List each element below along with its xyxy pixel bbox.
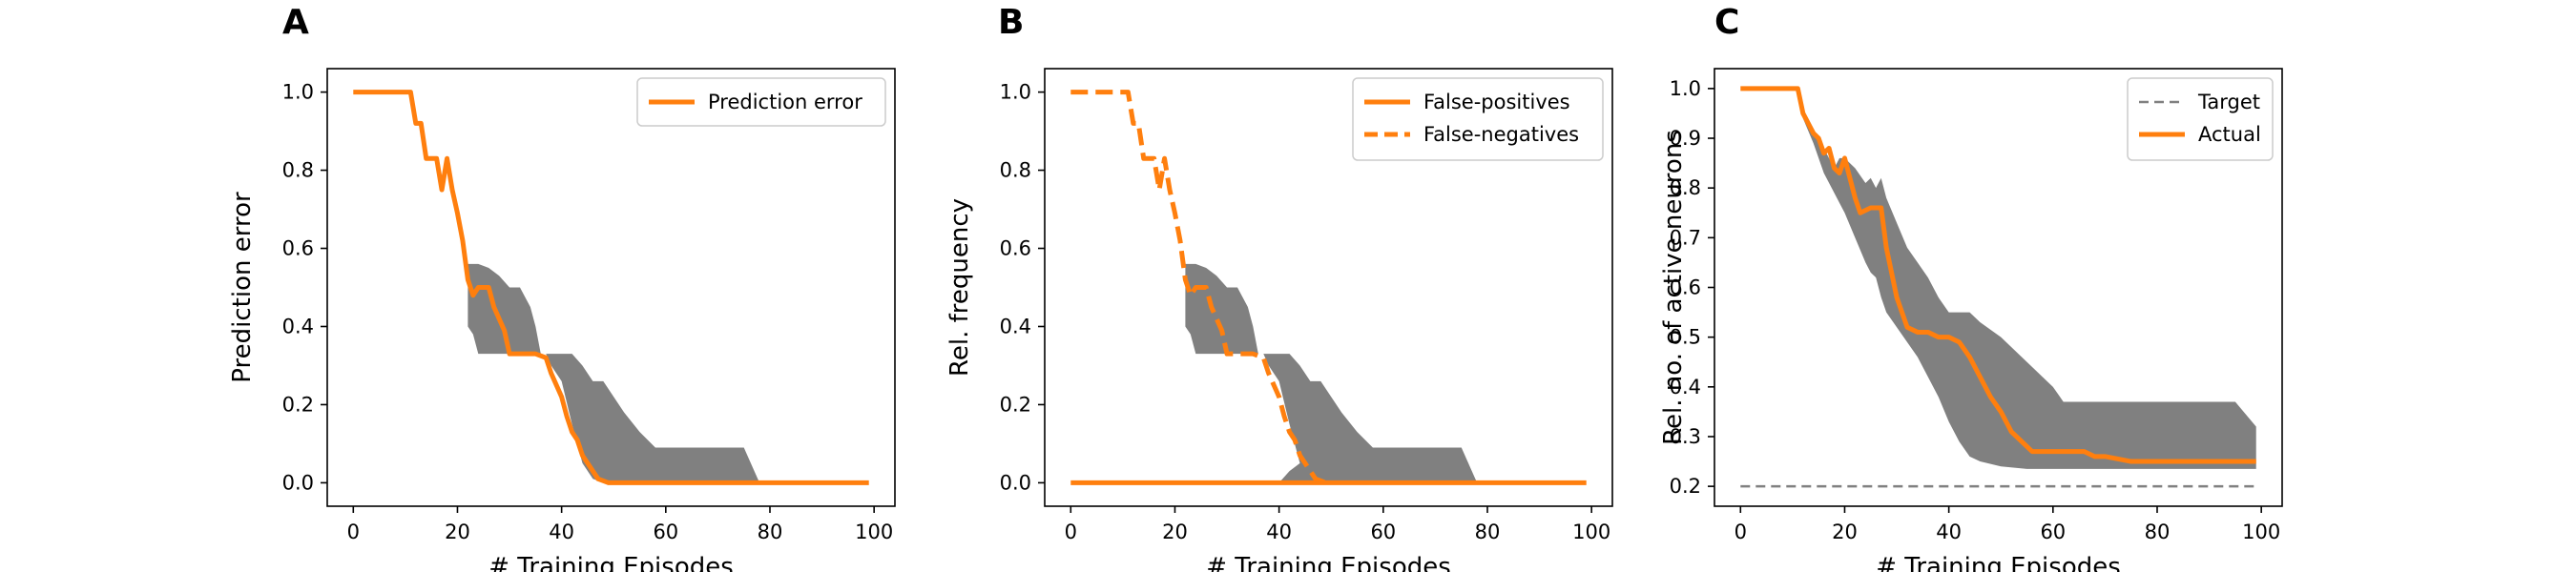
y-tick-label: 0.0 bbox=[282, 471, 314, 494]
legend-box bbox=[1352, 77, 1604, 161]
legend: Prediction error bbox=[636, 77, 886, 127]
y-tick-label: 0.8 bbox=[1000, 159, 1031, 182]
legend: False-positives False-negatives bbox=[1352, 77, 1604, 161]
panel-letter: A bbox=[282, 3, 309, 42]
plot-area bbox=[1740, 86, 2256, 488]
y-axis-label: Rel. no. of active neurons bbox=[1659, 130, 1688, 445]
y-tick-label: 1.0 bbox=[1000, 81, 1031, 104]
y-tick-label: 0.6 bbox=[1670, 276, 1701, 299]
x-tick-label: 0 bbox=[347, 521, 360, 543]
y-tick-label: 0.5 bbox=[1670, 326, 1701, 349]
legend-label: False-negatives bbox=[1423, 123, 1579, 146]
x-tick-label: 40 bbox=[1266, 521, 1292, 543]
y-tick-label: 0.2 bbox=[1670, 475, 1701, 498]
x-tick-label: 0 bbox=[1735, 521, 1747, 543]
y-tick-label: 0.6 bbox=[1000, 237, 1031, 260]
x-tick-label: 20 bbox=[445, 521, 470, 543]
legend-box bbox=[636, 77, 886, 127]
x-tick-label: 40 bbox=[549, 521, 574, 543]
y-tick-label: 0.6 bbox=[282, 237, 314, 260]
y-tick-label: 0.7 bbox=[1670, 226, 1701, 249]
x-tick-label: 60 bbox=[653, 521, 678, 543]
y-tick-label: 0.4 bbox=[1670, 376, 1701, 398]
panel-c: C 0 20 40 60 80 100 0.2 0.3 0.4 0.5 0.6 0.7 0.8 0.9 1.0… bbox=[1659, 3, 2283, 572]
panel-letter: C bbox=[1714, 3, 1739, 42]
legend: Target Actual bbox=[2127, 77, 2274, 161]
y-tick-label: 0.2 bbox=[282, 393, 314, 416]
x-tick-label: 80 bbox=[2145, 521, 2171, 543]
axes-frame bbox=[326, 68, 896, 507]
y-tick-label: 0.2 bbox=[1000, 393, 1031, 416]
x-tick-label: 100 bbox=[855, 521, 893, 543]
y-tick-label: 0.0 bbox=[1000, 471, 1031, 494]
x-tick-label: 0 bbox=[1065, 521, 1077, 543]
legend-label: Actual bbox=[2198, 123, 2261, 146]
y-tick-label: 1.0 bbox=[1670, 77, 1701, 100]
y-axis-label: Rel. frequency bbox=[945, 198, 974, 377]
x-axis-label: # Training Episodes bbox=[1876, 553, 2121, 572]
y-tick-label: 0.9 bbox=[1670, 127, 1701, 150]
x-tick-label: 60 bbox=[2040, 521, 2066, 543]
legend-label: Prediction error bbox=[708, 91, 862, 113]
plot-area bbox=[353, 90, 869, 485]
panel-a: A 0 20 40 60 80 100 0.0 0.2 0.4 0.6 0.8 1.0 # Trainin… bbox=[228, 3, 896, 572]
x-tick-label: 20 bbox=[1832, 521, 1858, 543]
series-line-prediction-error bbox=[353, 90, 869, 485]
variability-band bbox=[467, 263, 869, 483]
x-axis-label: # Training Episodes bbox=[1206, 553, 1451, 572]
x-tick-label: 60 bbox=[1370, 521, 1396, 543]
panel-b: B 0 20 40 60 80 100 0.0 0.2 0.4 0.6 0.8 1.0 # Trainin… bbox=[945, 3, 1613, 572]
x-tick-label: 100 bbox=[2242, 521, 2280, 543]
plot-area bbox=[1070, 90, 1587, 485]
legend-label: Target bbox=[2197, 91, 2260, 113]
y-tick-label: 0.8 bbox=[282, 159, 314, 182]
legend-box bbox=[2127, 77, 2274, 161]
x-tick-label: 80 bbox=[758, 521, 783, 543]
legend-label: False-positives bbox=[1423, 91, 1570, 113]
x-tick-label: 40 bbox=[1936, 521, 1962, 543]
variability-band bbox=[1797, 88, 2256, 469]
series-line-actual bbox=[1740, 86, 2256, 464]
series-line-false-negatives bbox=[1070, 90, 1327, 485]
axes-frame bbox=[1044, 68, 1613, 507]
variability-band bbox=[1278, 447, 1478, 483]
y-tick-label: 0.3 bbox=[1670, 425, 1701, 448]
y-tick-label: 0.4 bbox=[1000, 315, 1031, 337]
x-tick-label: 20 bbox=[1162, 521, 1188, 543]
y-axis-label: Prediction error bbox=[228, 192, 257, 383]
variability-band bbox=[1185, 263, 1587, 483]
panel-letter: B bbox=[998, 3, 1024, 42]
x-tick-label: 100 bbox=[1572, 521, 1610, 543]
x-tick-label: 80 bbox=[1475, 521, 1501, 543]
y-tick-label: 1.0 bbox=[282, 81, 314, 104]
x-axis-label: # Training Episodes bbox=[488, 553, 734, 572]
y-tick-label: 0.4 bbox=[282, 315, 314, 337]
y-tick-label: 0.8 bbox=[1670, 176, 1701, 199]
